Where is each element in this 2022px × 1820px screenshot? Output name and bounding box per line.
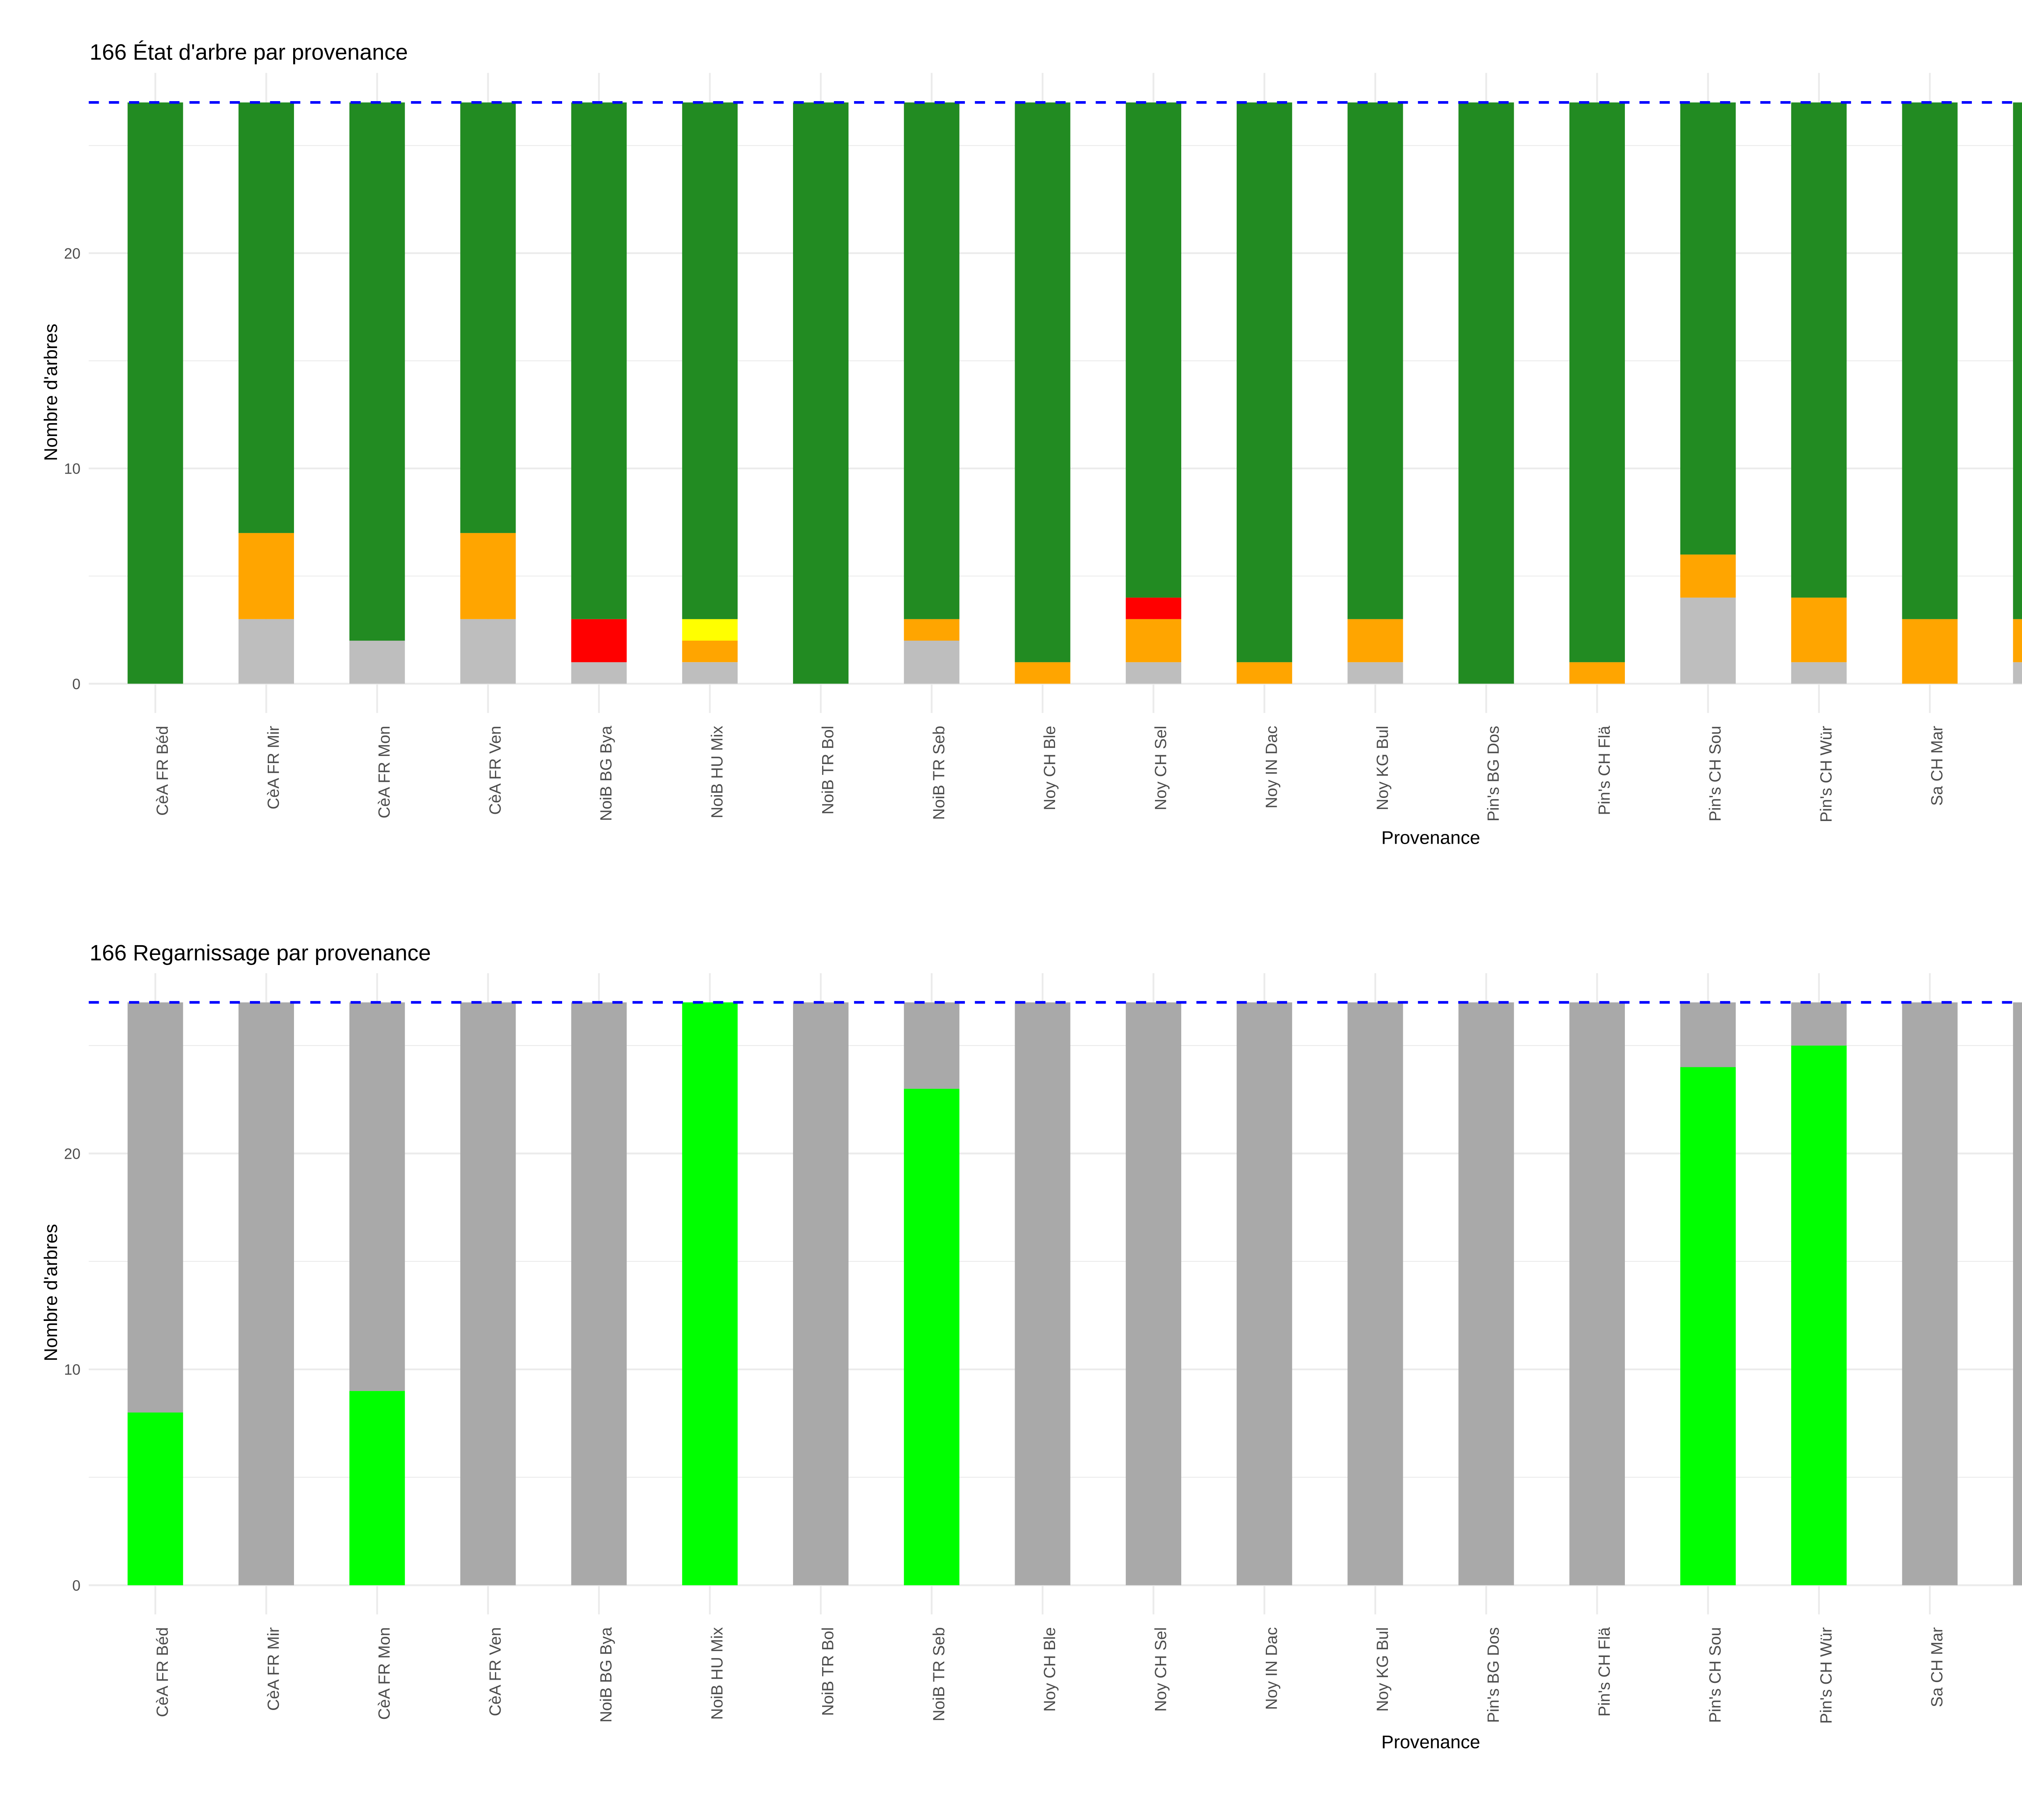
svg-text:Pin's CH Wür: Pin's CH Wür bbox=[1817, 726, 1835, 823]
svg-text:Provenance: Provenance bbox=[1381, 827, 1480, 848]
svg-text:Noy IN Dac: Noy IN Dac bbox=[1263, 726, 1281, 809]
svg-text:CèA FR Mir: CèA FR Mir bbox=[264, 726, 282, 810]
svg-text:Noy KG Bul: Noy KG Bul bbox=[1374, 726, 1392, 811]
svg-text:Nombre d'arbres: Nombre d'arbres bbox=[40, 1224, 61, 1361]
svg-text:Provenance: Provenance bbox=[1381, 1731, 1480, 1752]
svg-text:Pin's CH Sou: Pin's CH Sou bbox=[1707, 1627, 1724, 1723]
svg-text:20: 20 bbox=[64, 1145, 80, 1162]
svg-text:0: 0 bbox=[72, 1577, 80, 1594]
svg-text:NoiB HU Mix: NoiB HU Mix bbox=[708, 1627, 726, 1720]
svg-text:CèA FR Mir: CèA FR Mir bbox=[264, 1627, 282, 1711]
svg-text:Noy KG Bul: Noy KG Bul bbox=[1374, 1627, 1392, 1712]
svg-text:Noy CH Sel: Noy CH Sel bbox=[1152, 1627, 1170, 1712]
svg-text:Noy IN Dac: Noy IN Dac bbox=[1263, 1627, 1281, 1710]
svg-text:0: 0 bbox=[72, 676, 80, 692]
svg-text:Pin's CH Flä: Pin's CH Flä bbox=[1595, 726, 1613, 815]
svg-text:Pin's CH Sou: Pin's CH Sou bbox=[1707, 726, 1724, 822]
svg-text:CèA FR Mon: CèA FR Mon bbox=[376, 726, 393, 819]
svg-text:10: 10 bbox=[64, 461, 80, 477]
svg-text:NoiB TR Seb: NoiB TR Seb bbox=[930, 1627, 948, 1721]
svg-text:Pin's BG Dos: Pin's BG Dos bbox=[1485, 726, 1502, 822]
svg-text:NoiB BG Bya: NoiB BG Bya bbox=[597, 726, 615, 821]
svg-text:166 Regarnissage par provenanc: 166 Regarnissage par provenance bbox=[90, 940, 431, 965]
svg-text:CèA FR Béd: CèA FR Béd bbox=[154, 726, 171, 816]
svg-text:NoiB TR Bol: NoiB TR Bol bbox=[819, 1627, 837, 1716]
svg-text:Pin's CH Wür: Pin's CH Wür bbox=[1817, 1627, 1835, 1724]
svg-text:Noy CH Sel: Noy CH Sel bbox=[1152, 726, 1170, 811]
svg-text:NoiB TR Seb: NoiB TR Seb bbox=[930, 726, 948, 820]
svg-text:166 État d'arbre par provenanc: 166 État d'arbre par provenance bbox=[90, 40, 408, 65]
svg-text:CèA FR Ven: CèA FR Ven bbox=[486, 726, 504, 815]
svg-text:Sa CH Mar: Sa CH Mar bbox=[1928, 726, 1946, 806]
svg-text:Noy CH Ble: Noy CH Ble bbox=[1041, 726, 1059, 811]
svg-text:NoiB TR Bol: NoiB TR Bol bbox=[819, 726, 837, 815]
svg-text:10: 10 bbox=[64, 1361, 80, 1378]
svg-text:Nombre d'arbres: Nombre d'arbres bbox=[40, 324, 61, 461]
svg-text:CèA FR Ven: CèA FR Ven bbox=[486, 1627, 504, 1716]
svg-text:Noy CH Ble: Noy CH Ble bbox=[1041, 1627, 1059, 1712]
svg-text:Pin's CH Flä: Pin's CH Flä bbox=[1595, 1627, 1613, 1717]
svg-text:CèA FR Béd: CèA FR Béd bbox=[154, 1627, 171, 1717]
svg-text:Sa CH Mar: Sa CH Mar bbox=[1928, 1627, 1946, 1707]
svg-text:NoiB BG Bya: NoiB BG Bya bbox=[597, 1627, 615, 1723]
svg-text:CèA FR Mon: CèA FR Mon bbox=[376, 1627, 393, 1720]
svg-text:NoiB HU Mix: NoiB HU Mix bbox=[708, 726, 726, 819]
svg-text:Pin's BG Dos: Pin's BG Dos bbox=[1485, 1627, 1502, 1723]
svg-text:20: 20 bbox=[64, 245, 80, 262]
